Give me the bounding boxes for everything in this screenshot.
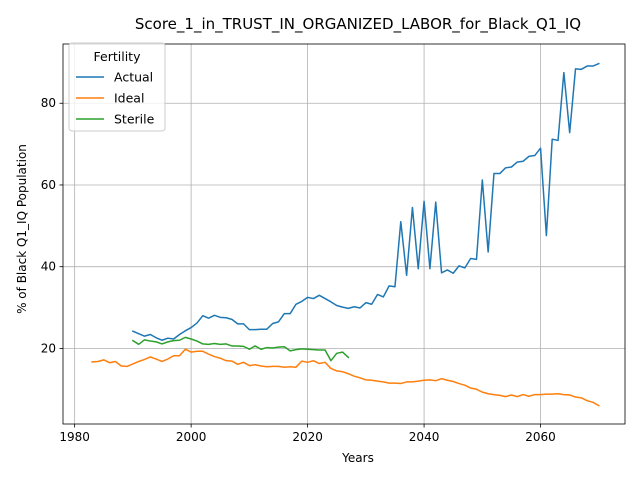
series-line-sterile bbox=[131, 336, 350, 362]
legend: Fertility Actual Ideal Sterile bbox=[68, 42, 166, 132]
series-line-actual bbox=[131, 62, 600, 341]
y-tick-label: 60 bbox=[41, 178, 56, 192]
legend-label-actual: Actual bbox=[114, 70, 153, 85]
x-tick-label: 1980 bbox=[59, 430, 90, 444]
x-tick-label: 2060 bbox=[525, 430, 556, 444]
y-axis-label: % of Black Q1_IQ Population bbox=[15, 144, 29, 314]
series-line-ideal bbox=[91, 348, 600, 407]
x-tick-label: 2040 bbox=[409, 430, 440, 444]
chart-title: Score_1_in_TRUST_IN_ORGANIZED_LABOR_for_… bbox=[135, 15, 581, 34]
legend-label-sterile: Sterile bbox=[114, 112, 155, 127]
x-axis-label: Years bbox=[341, 451, 374, 465]
plot-area-frame bbox=[62, 43, 626, 425]
legend-title: Fertility bbox=[94, 49, 142, 64]
y-tick-label: 40 bbox=[41, 260, 56, 274]
x-axis-ticks: 1980 2000 2020 2040 2060 bbox=[59, 424, 556, 444]
x-tick-label: 2000 bbox=[176, 430, 207, 444]
legend-box bbox=[68, 42, 166, 132]
plot-series bbox=[91, 62, 600, 407]
y-axis-ticks: 20 40 60 80 bbox=[41, 96, 63, 355]
x-tick-label: 2020 bbox=[292, 430, 323, 444]
legend-label-ideal: Ideal bbox=[114, 91, 144, 106]
y-tick-label: 80 bbox=[41, 96, 56, 110]
y-tick-label: 20 bbox=[41, 341, 56, 355]
